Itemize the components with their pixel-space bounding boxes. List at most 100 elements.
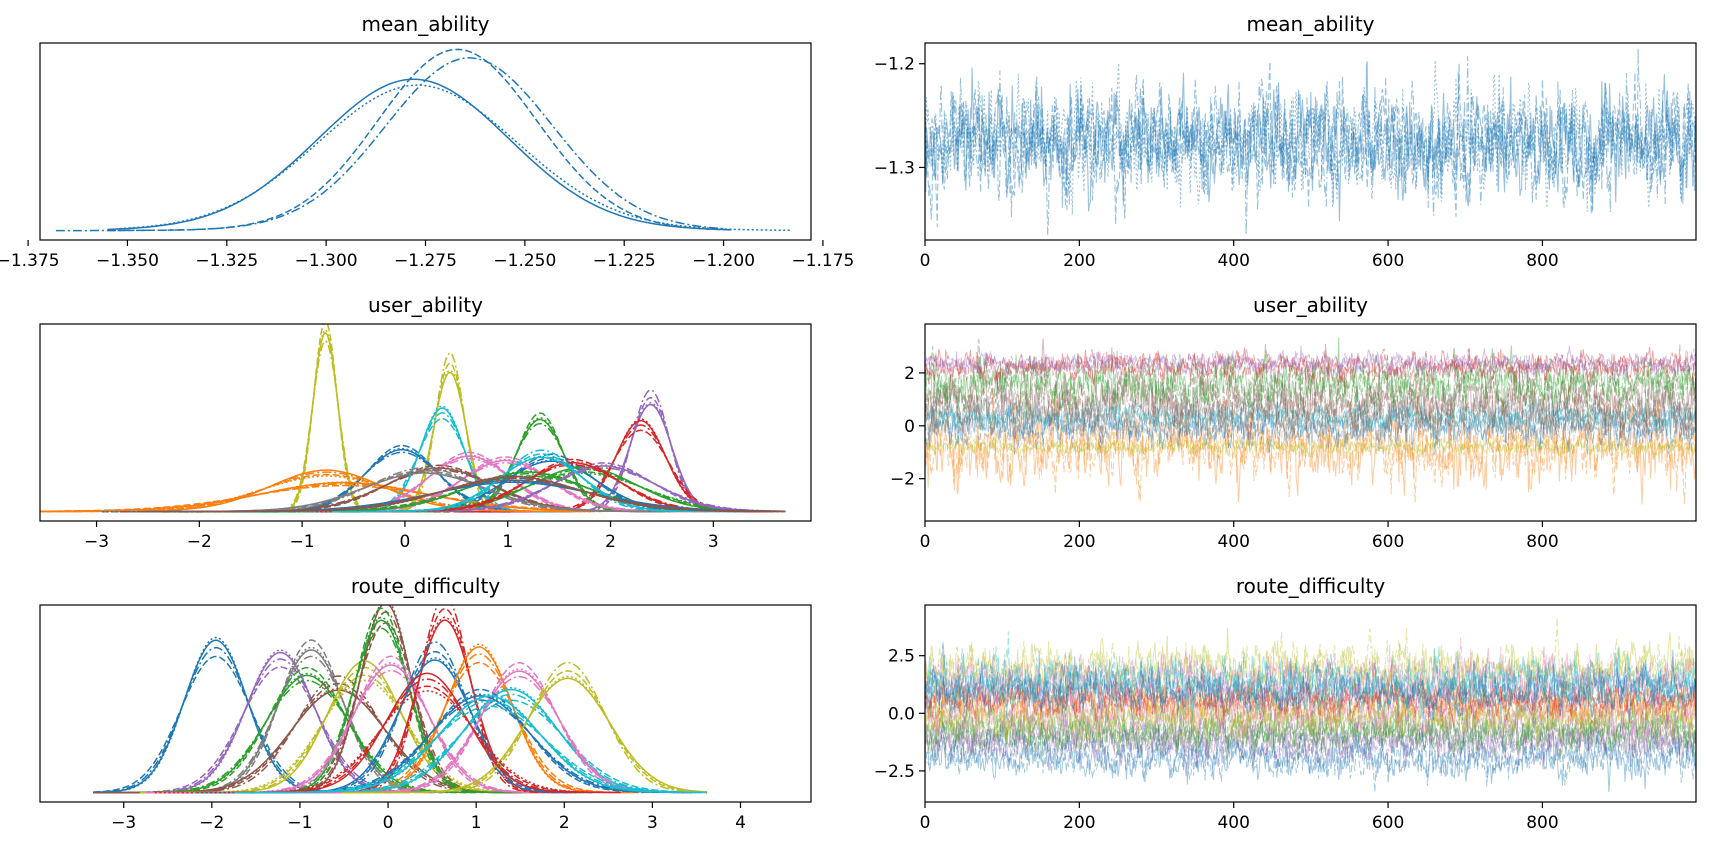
- panel-0: mean_ability −1.375 −1.350 −1.325 −1.300 −1.2…: [0, 12, 854, 271]
- x-tick-label: 0: [920, 251, 931, 271]
- x-tick-label: 4: [735, 813, 746, 833]
- trace-line: [925, 345, 1696, 381]
- density-line: [211, 462, 690, 513]
- trace-line: [925, 674, 1696, 724]
- density-line: [238, 678, 604, 794]
- x-tick-label: −3: [111, 813, 136, 833]
- density-line: [384, 449, 712, 513]
- x-tick-label: 3: [708, 532, 719, 552]
- trace-line: [925, 727, 1696, 792]
- panel-4: route_difficulty −3 −2 −1 0 1 2 3 4: [39, 574, 812, 833]
- trace-line: [925, 654, 1696, 724]
- panel-5: route_difficulty 0 200 400 600 800 −2.5 0.0 2.5: [874, 574, 1697, 833]
- x-tick-label: −1.250: [493, 251, 556, 271]
- density-line: [40, 483, 705, 513]
- x-tick-label: 600: [1372, 813, 1404, 833]
- x-tick-label: 0: [383, 813, 394, 833]
- density-line: [312, 369, 514, 513]
- x-tick-label: −2: [199, 813, 224, 833]
- trace-line: [925, 400, 1696, 456]
- trace-line: [925, 390, 1696, 505]
- trace-line: [925, 627, 1696, 707]
- x-tick-label: 0: [400, 532, 411, 552]
- trace-line: [925, 61, 1696, 228]
- y-tick-label: 2: [904, 364, 915, 384]
- trace-lines: [925, 48, 1696, 235]
- trace-line: [925, 370, 1696, 452]
- density-line: [261, 470, 786, 513]
- x-tick-label: −1: [290, 532, 315, 552]
- density-line: [286, 455, 723, 513]
- x-tick-label: 3: [647, 813, 658, 833]
- trace-line: [925, 398, 1696, 435]
- trace-line: [925, 684, 1696, 743]
- x-tick-label: −1.350: [96, 251, 159, 271]
- trace-line: [925, 704, 1696, 772]
- trace-line: [925, 647, 1696, 720]
- x-tick-label: 2: [559, 813, 570, 833]
- trace-line: [925, 697, 1696, 765]
- y-tick-label: −1.3: [874, 158, 915, 178]
- density-line: [107, 78, 732, 231]
- x-tick-label: −1.375: [0, 251, 60, 271]
- density-line: [194, 693, 691, 794]
- trace-line: [925, 692, 1696, 762]
- x-tick-label: −1.175: [791, 251, 854, 271]
- density-curves: [55, 48, 792, 232]
- density-line: [93, 639, 345, 794]
- trace-line: [925, 666, 1696, 732]
- density-line: [152, 687, 533, 794]
- trace-line: [925, 649, 1696, 723]
- axes-frame: [39, 323, 812, 522]
- density-line: [181, 616, 496, 794]
- density-line: [389, 464, 786, 513]
- panel-title: user_ability: [368, 293, 483, 317]
- density-line: [181, 605, 512, 794]
- density-line: [264, 627, 522, 794]
- axes-frame: [39, 42, 812, 241]
- trace-line: [925, 48, 1696, 235]
- trace-line: [925, 700, 1696, 774]
- trace-line: [925, 680, 1696, 751]
- density-line: [407, 675, 708, 794]
- trace-lines: [925, 617, 1696, 793]
- trace-line: [925, 402, 1696, 452]
- trace-line: [925, 435, 1696, 459]
- density-line: [145, 475, 786, 513]
- x-tick-label: 400: [1217, 532, 1249, 552]
- x-tick-label: 0: [920, 813, 931, 833]
- trace-line: [925, 60, 1696, 215]
- axes-frame: [924, 42, 1697, 241]
- axes-frame: [39, 604, 812, 803]
- trace-line: [925, 338, 1696, 455]
- x-tick-label: 600: [1372, 251, 1404, 271]
- trace-line: [925, 679, 1696, 753]
- density-line: [40, 475, 582, 513]
- density-line: [55, 57, 724, 232]
- x-tick-label: −1.225: [593, 251, 656, 271]
- panel-title: mean_ability: [361, 12, 489, 36]
- trace-line: [925, 706, 1696, 777]
- density-line: [338, 668, 673, 794]
- trace-line: [925, 395, 1696, 435]
- panel-title: mean_ability: [1246, 12, 1374, 36]
- panel-2: user_ability −3 −2 −1 0 1 2 3: [39, 293, 812, 552]
- density-line: [334, 608, 568, 794]
- x-tick-label: −3: [84, 532, 109, 552]
- trace-line: [925, 346, 1696, 386]
- density-line: [120, 477, 786, 513]
- trace-line: [925, 724, 1696, 793]
- density-line: [293, 643, 618, 794]
- trace-line: [925, 61, 1696, 222]
- density-line: [119, 84, 792, 232]
- density-line: [232, 454, 665, 513]
- trace-lines: [925, 337, 1696, 505]
- x-tick-label: 200: [1063, 532, 1095, 552]
- x-tick-label: 400: [1217, 813, 1249, 833]
- x-tick-label: 800: [1526, 532, 1558, 552]
- density-line: [205, 679, 524, 794]
- x-tick-label: 1: [471, 813, 482, 833]
- density-curves: [40, 324, 786, 513]
- x-tick-label: 0: [920, 532, 931, 552]
- trace-line: [925, 682, 1696, 746]
